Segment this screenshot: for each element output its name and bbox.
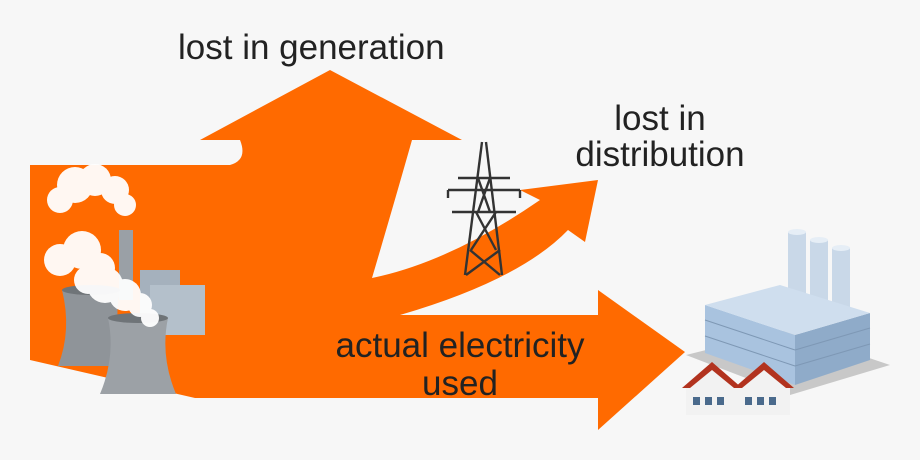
flow-body	[30, 70, 685, 430]
label-lost-in-distribution: lost in distribution	[560, 101, 760, 173]
house-icon	[682, 362, 794, 415]
label-lost-in-distribution-line2: distribution	[575, 135, 745, 174]
label-actual-electricity-used: actual electricity used	[310, 327, 610, 403]
label-used-line1: actual electricity	[335, 326, 585, 365]
pylon-icon	[446, 141, 522, 276]
label-used-line2: used	[422, 364, 498, 403]
factory-icon	[686, 229, 890, 395]
power-plant-icon	[44, 164, 205, 394]
label-lost-in-distribution-line1: lost in	[614, 99, 706, 138]
label-lost-in-generation: lost in generation	[178, 28, 445, 67]
